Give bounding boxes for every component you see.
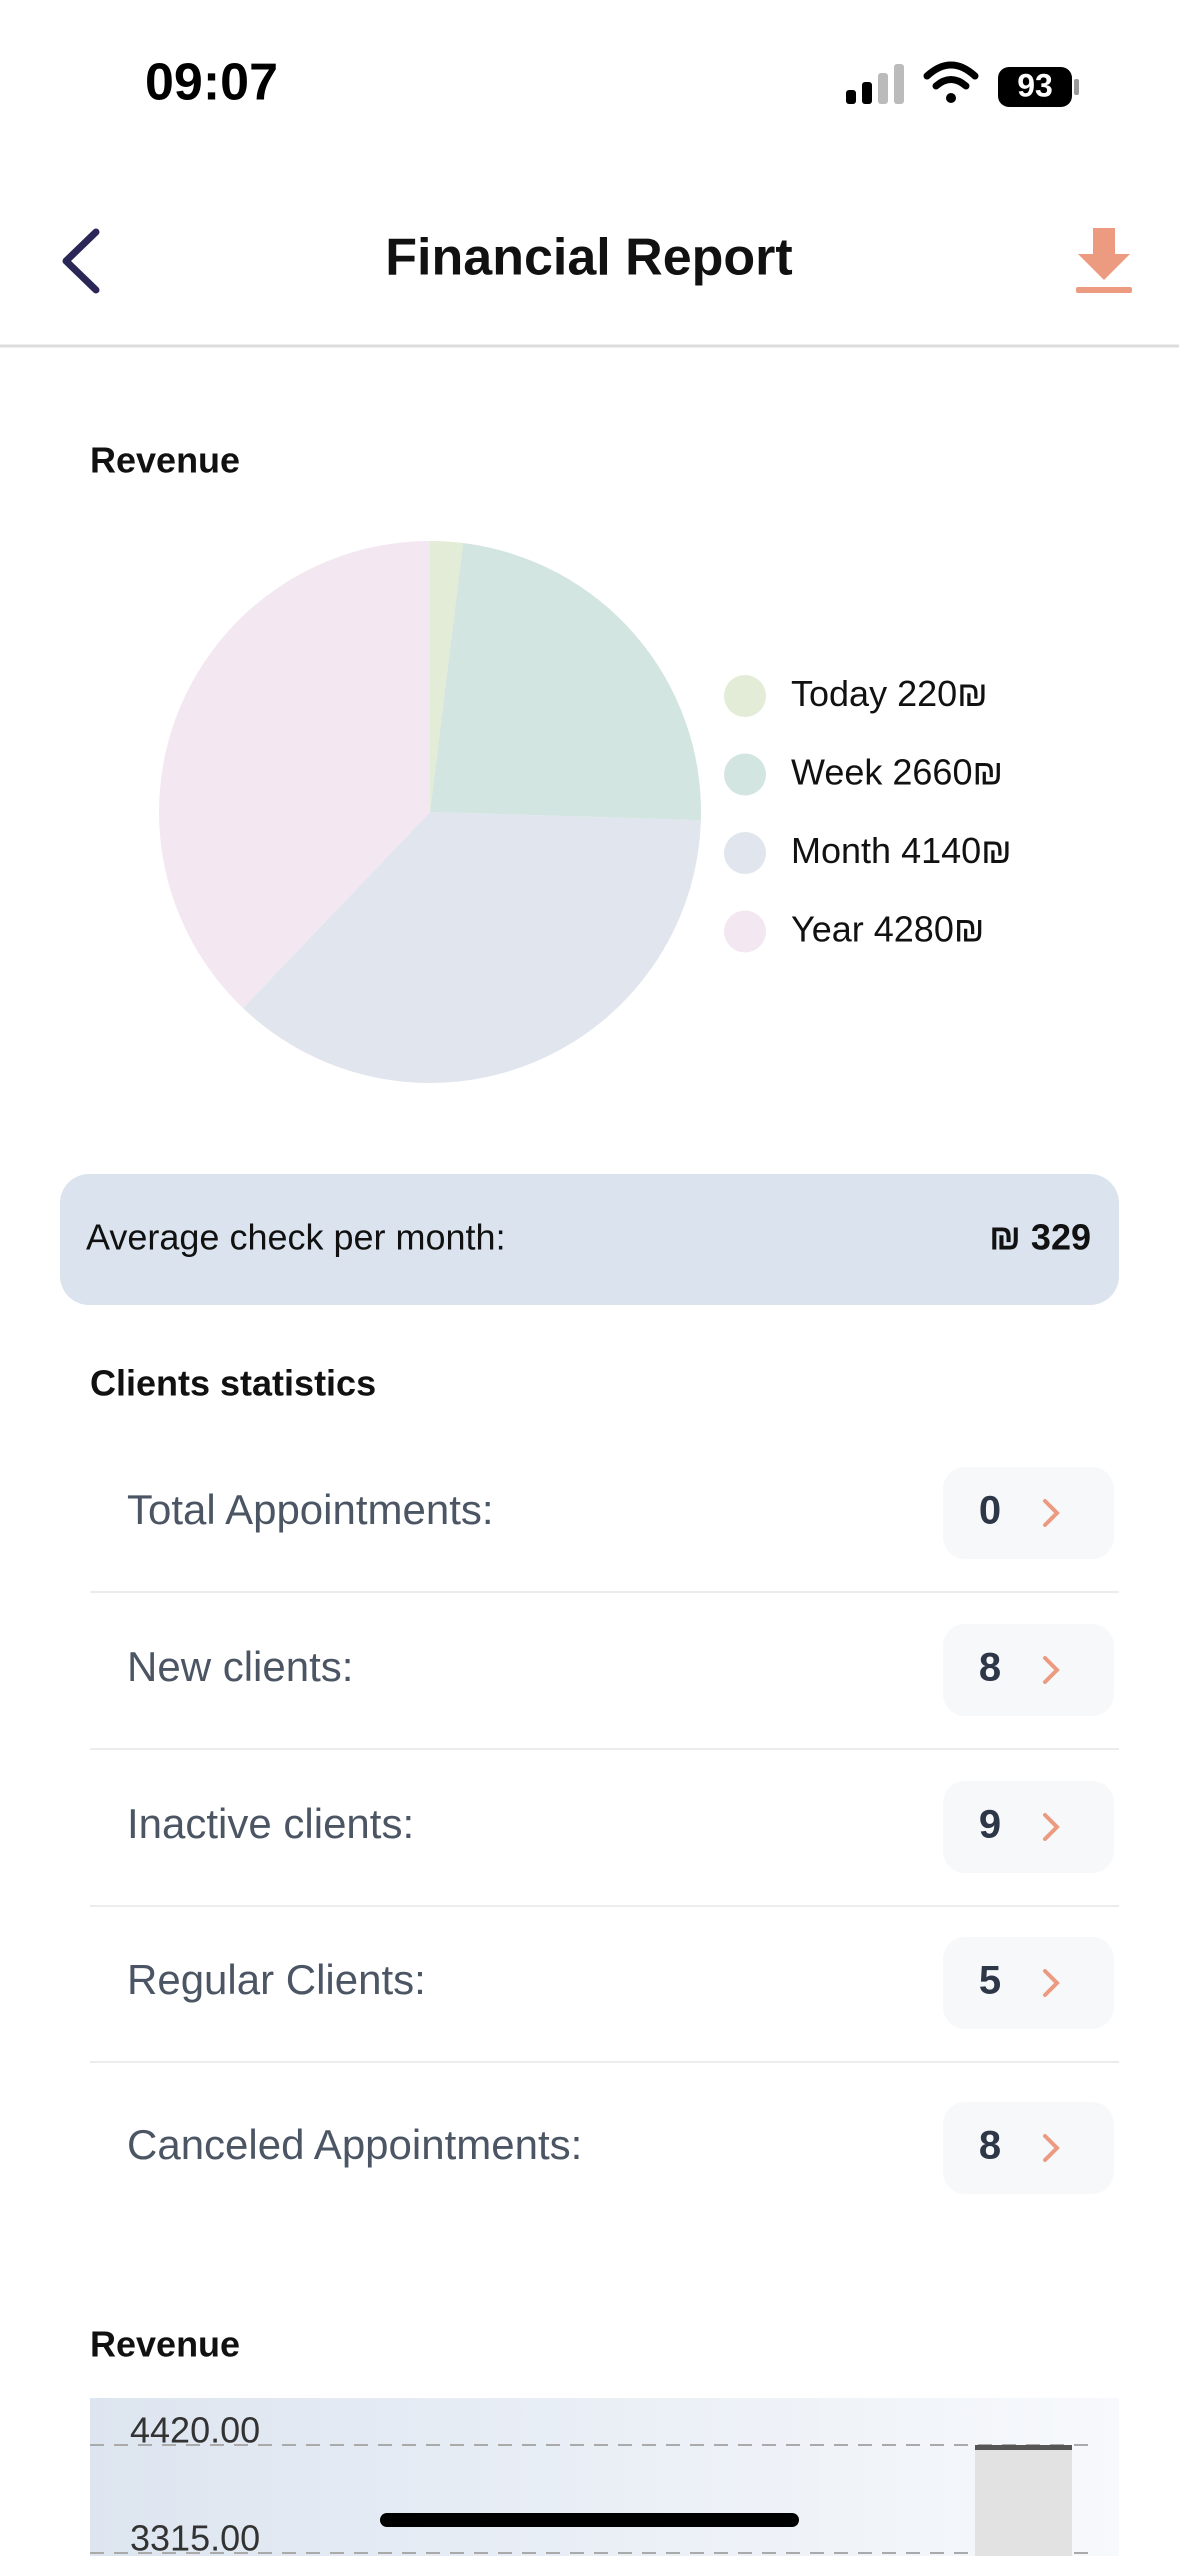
legend-name: Year (791, 908, 864, 949)
legend-value: 220₪ (897, 673, 988, 714)
legend-swatch (724, 832, 766, 874)
legend-name: Month (791, 830, 891, 871)
legend-entry: Week 2660₪ (791, 751, 1003, 792)
legend-swatch (724, 910, 766, 953)
stat-label: Regular Clients: (127, 1956, 426, 2003)
legend-swatch (724, 753, 766, 796)
download-button[interactable] (1076, 228, 1132, 293)
pie-slice (430, 541, 464, 812)
legend-value: 4140₪ (901, 830, 1012, 871)
stat-value: 9 (979, 1803, 1001, 1847)
y-tick-label: 3315.00 (130, 2518, 260, 2556)
wifi-icon (923, 61, 979, 103)
pie-slice (242, 812, 701, 1084)
stat-pill[interactable] (943, 2102, 1114, 2194)
battery-level: 93 (1017, 67, 1053, 103)
status-time: 09:07 (145, 54, 278, 112)
stat-value: 8 (979, 2124, 1001, 2168)
legend-swatch (724, 675, 766, 717)
chevron (1043, 1656, 1060, 1684)
legend-value: 2660₪ (892, 751, 1003, 792)
legend-name: Week (791, 751, 883, 792)
pie-slice (430, 543, 701, 821)
stat-pill[interactable] (943, 1937, 1114, 2029)
average-label: Average check per month: (86, 1217, 506, 1258)
chevron (1043, 2134, 1060, 2162)
bar-cap (975, 2445, 1072, 2450)
legend-entry: Today 220₪ (791, 673, 988, 714)
stat-label: Total Appointments: (127, 1486, 494, 1533)
stat-value: 5 (979, 1959, 1001, 2003)
average-card (60, 1174, 1119, 1305)
pie-chart: Today 220₪Week 2660₪Month 4140₪Year 4280… (158, 541, 1012, 1084)
header-title: Financial Report (385, 229, 792, 287)
chart-background (90, 2398, 1119, 2556)
signal-icon (846, 64, 904, 104)
chevron (1043, 1813, 1060, 1841)
legend-name: Today (791, 673, 887, 714)
stat-label: Canceled Appointments: (127, 2121, 582, 2168)
average-value: ₪ 329 (989, 1217, 1091, 1258)
stat-label: New clients: (127, 1643, 353, 1690)
stat-pill[interactable] (943, 1781, 1114, 1873)
battery (998, 67, 1072, 107)
section-title: Revenue (90, 440, 240, 481)
stat-value: 0 (979, 1489, 1001, 1533)
stat-pill[interactable] (943, 1467, 1114, 1559)
chevron (1043, 1969, 1060, 1997)
client-stats: Total Appointments: 0 New clients: 8 Inactiv… (90, 1467, 1119, 2194)
home-indicator (380, 2513, 799, 2527)
bar-chart: 4420.00 3315.00 (90, 2410, 1095, 2556)
chevron (1043, 1499, 1060, 1527)
stat-label: Inactive clients: (127, 1800, 414, 1847)
section-title: Clients statistics (90, 1363, 376, 1404)
stat-pill[interactable] (943, 1624, 1114, 1716)
back-button[interactable] (62, 228, 100, 294)
y-tick-label: 4420.00 (130, 2410, 260, 2451)
legend-entry: Year 4280₪ (791, 908, 984, 949)
stat-value: 8 (979, 1646, 1001, 1690)
legend-value: 4280₪ (874, 908, 985, 949)
bar (975, 2445, 1072, 2556)
legend-entry: Month 4140₪ (791, 830, 1012, 871)
battery-tip (1074, 79, 1079, 95)
pie-slice (158, 541, 430, 1009)
section-title: Revenue (90, 2324, 240, 2365)
